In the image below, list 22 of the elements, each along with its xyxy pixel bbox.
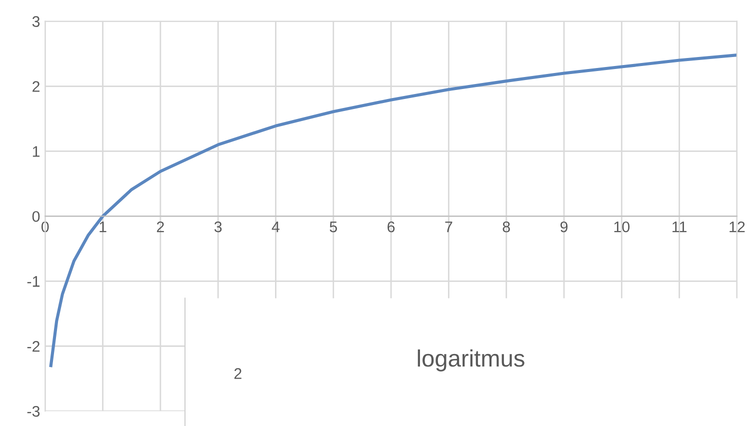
text: logaritmus [418, 349, 524, 372]
x-tick-label: 7 [445, 222, 452, 232]
y-tick-label: 1 [32, 146, 40, 157]
x-tick-label: 9 [560, 221, 568, 232]
y-tick-label: -3 [27, 406, 40, 417]
x-tick-label: 12 [730, 221, 745, 232]
y-tick-label: -2 [27, 340, 40, 352]
y-tick-label: 2 [32, 81, 40, 92]
x-tick-label: 11 [672, 222, 686, 232]
x-tick-label: 10 [614, 221, 630, 232]
x-tick-label: 4 [272, 222, 280, 232]
y-tick-label: -1 [27, 276, 40, 287]
x-tick-label: 2 [156, 221, 164, 232]
y-tick-label: 3 [32, 16, 40, 27]
y-tick-label: 0 [32, 211, 40, 222]
x-tick-label: 6 [388, 221, 395, 232]
x-tick-label: 8 [502, 221, 510, 232]
x-tick-label: 3 [214, 221, 222, 232]
annotation: 2 [234, 368, 242, 379]
x-tick-label: 1 [100, 222, 106, 232]
x-tick-label: 0 [41, 221, 49, 232]
x-tick-label: 5 [330, 222, 337, 232]
